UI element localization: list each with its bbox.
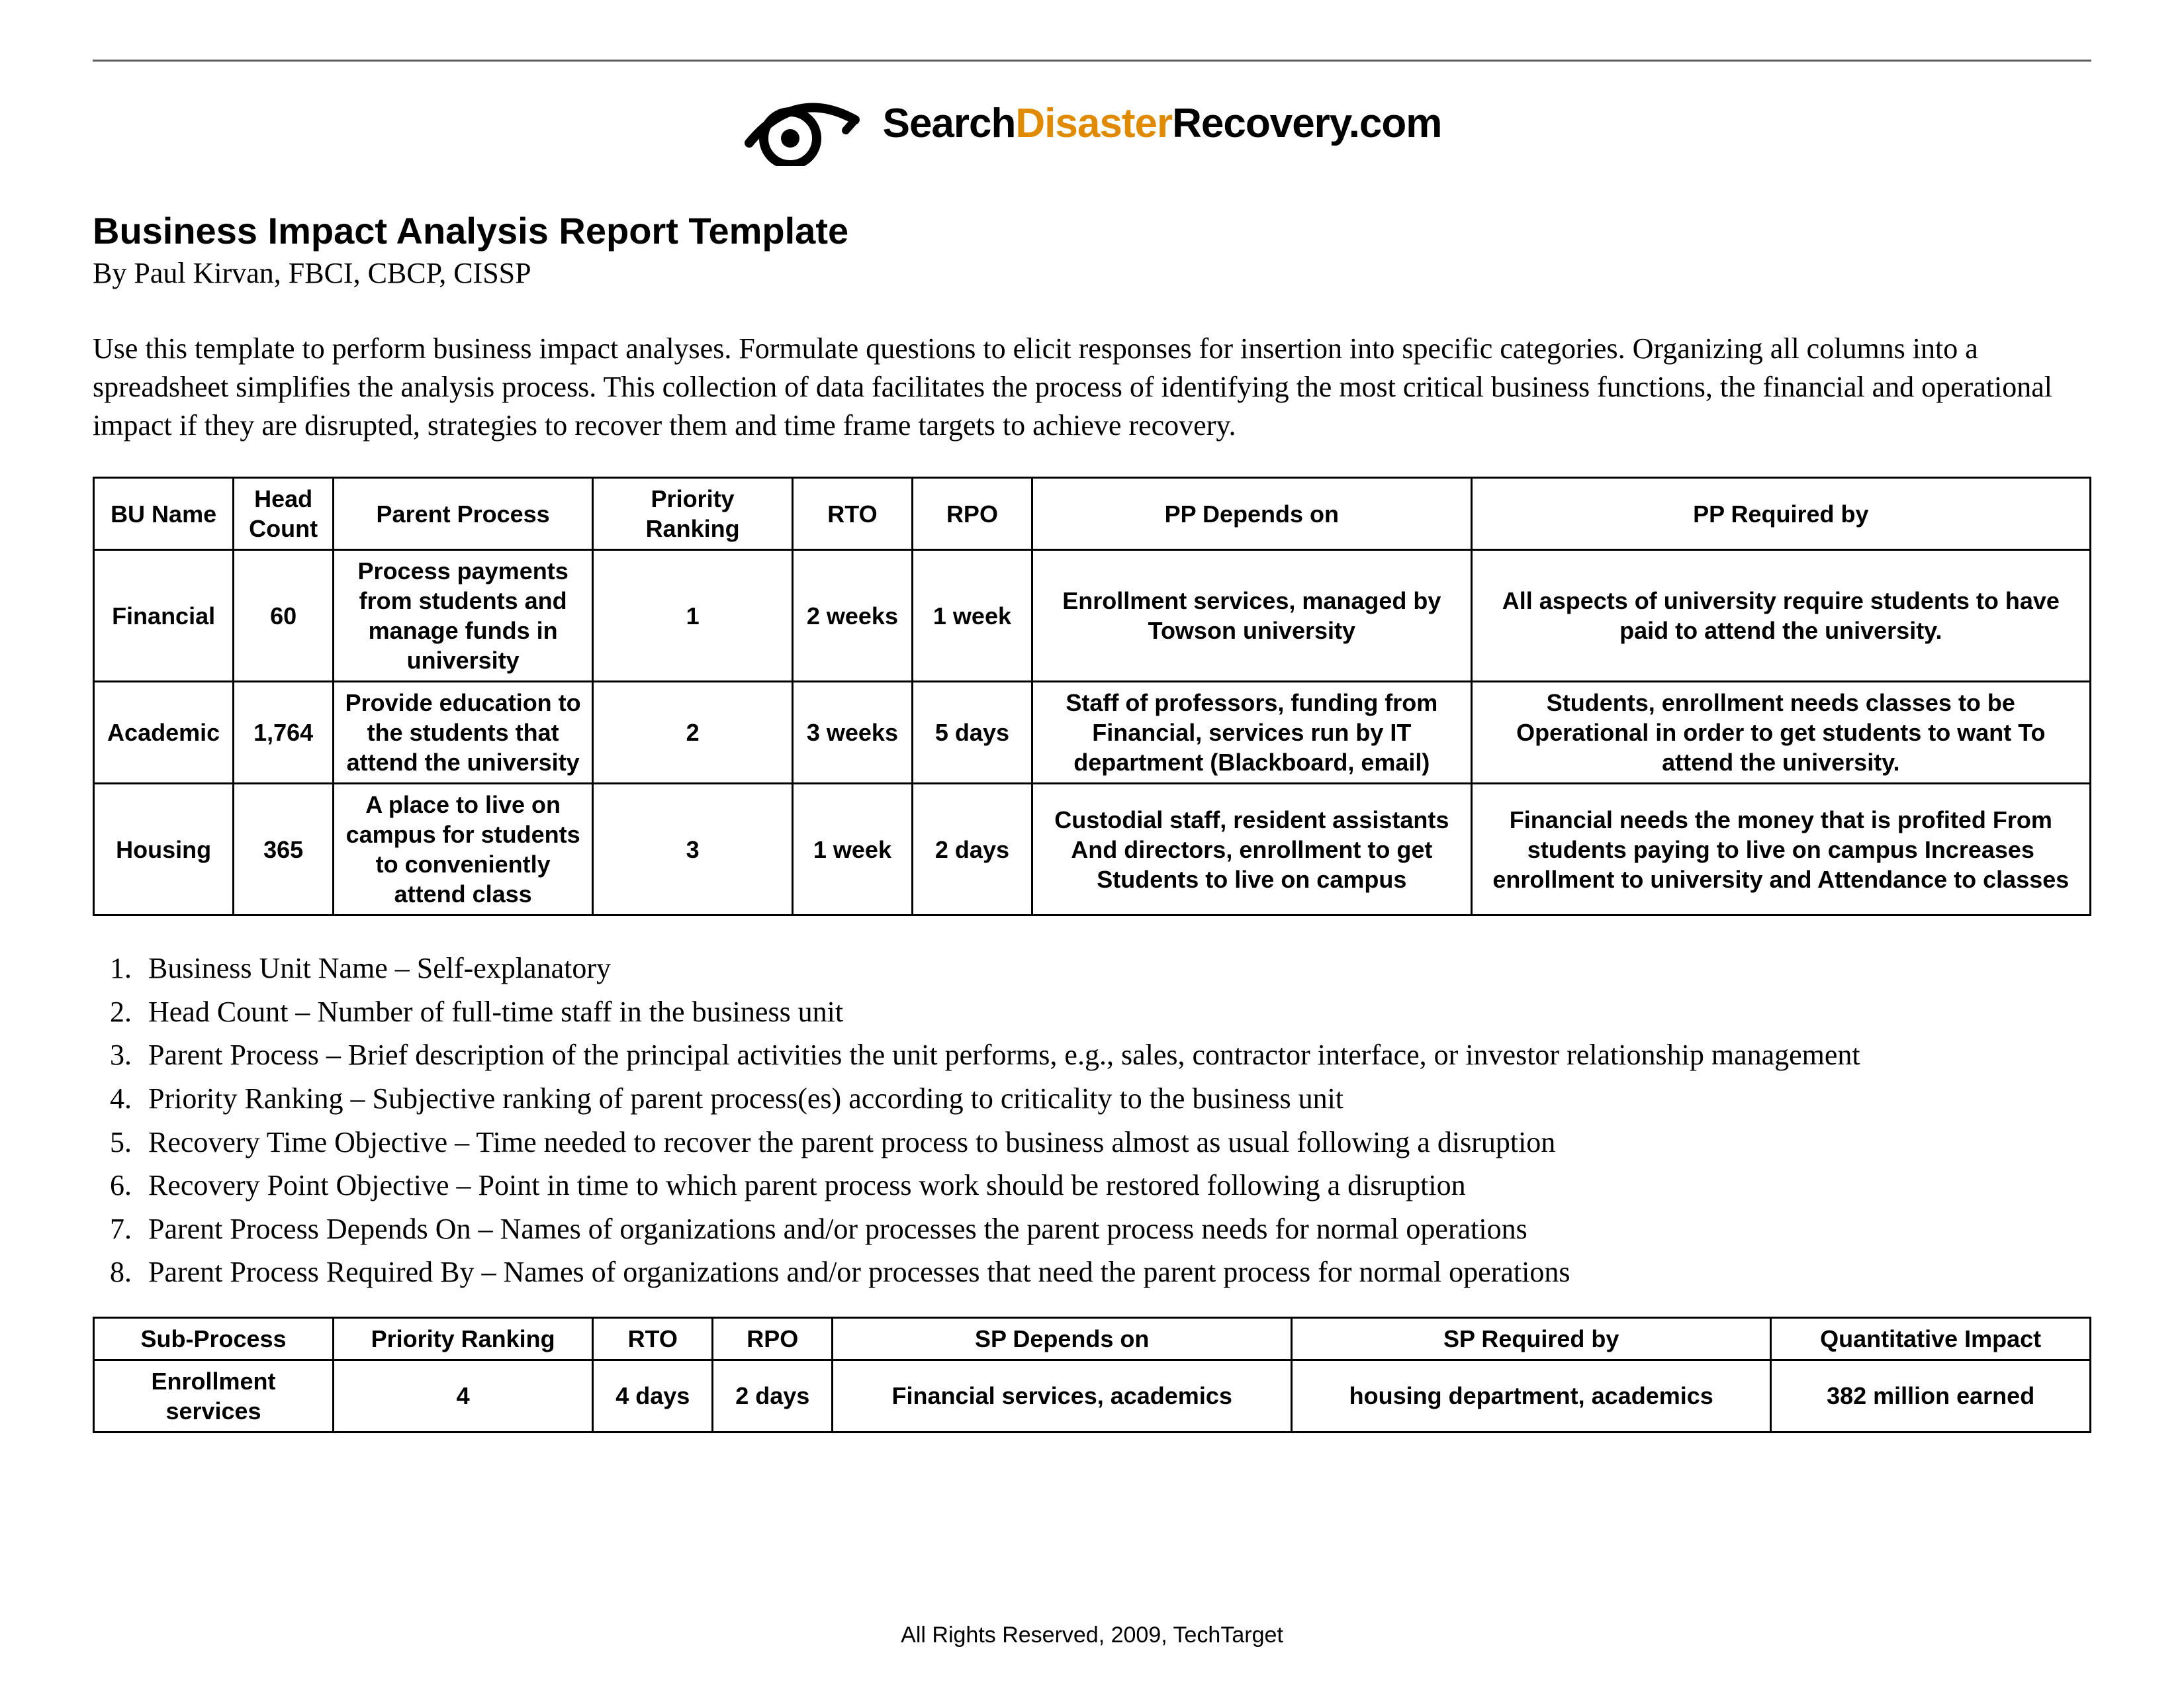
site-logo: SearchDisasterRecovery.com	[743, 80, 1442, 166]
cell-dep: Custodial staff, resident assistants And…	[1032, 784, 1471, 915]
logo-word-1: Search	[883, 101, 1016, 146]
page-title: Business Impact Analysis Report Template	[93, 209, 2091, 252]
intro-paragraph: Use this template to perform business im…	[93, 330, 2091, 445]
th-parent-process: Parent Process	[334, 478, 593, 550]
cell-pr: 4	[334, 1360, 593, 1432]
logo-container: SearchDisasterRecovery.com	[93, 80, 2091, 169]
th-sp-required-by: SP Required by	[1292, 1317, 1771, 1360]
sub-table: Sub-Process Priority Ranking RTO RPO SP …	[93, 1317, 2091, 1433]
th-bu-name: BU Name	[94, 478, 234, 550]
cell-rpo: 1 week	[912, 550, 1032, 682]
footer-text: All Rights Reserved, 2009, TechTarget	[0, 1622, 2184, 1648]
cell-dep: Enrollment services, managed by Towson u…	[1032, 550, 1471, 682]
main-table-header-row: BU Name Head Count Parent Process Priori…	[94, 478, 2091, 550]
list-item: Recovery Point Objective – Point in time…	[139, 1165, 2091, 1206]
th-rpo: RPO	[713, 1317, 833, 1360]
table-row: Housing 365 A place to live on campus fo…	[94, 784, 2091, 915]
main-table: BU Name Head Count Parent Process Priori…	[93, 477, 2091, 916]
cell-pr: 2	[593, 682, 793, 784]
list-item: Priority Ranking – Subjective ranking of…	[139, 1078, 2091, 1119]
eye-icon	[743, 80, 868, 166]
cell-bu: Housing	[94, 784, 234, 915]
sub-table-header-row: Sub-Process Priority Ranking RTO RPO SP …	[94, 1317, 2091, 1360]
list-item: Parent Process Depends On – Names of org…	[139, 1209, 2091, 1250]
cell-sp: Enrollment services	[94, 1360, 334, 1432]
cell-qi: 382 million earned	[1771, 1360, 2091, 1432]
list-item: Recovery Time Objective – Time needed to…	[139, 1122, 2091, 1163]
th-rto: RTO	[593, 1317, 713, 1360]
th-head-count: Head Count	[234, 478, 334, 550]
table-row: Financial 60 Process payments from stude…	[94, 550, 2091, 682]
th-sp-depends-on: SP Depends on	[833, 1317, 1292, 1360]
list-item: Parent Process Required By – Names of or…	[139, 1252, 2091, 1293]
cell-req: housing department, academics	[1292, 1360, 1771, 1432]
list-item: Parent Process – Brief description of th…	[139, 1035, 2091, 1076]
cell-rto: 3 weeks	[792, 682, 912, 784]
cell-hc: 1,764	[234, 682, 334, 784]
table-row: Academic 1,764 Provide education to the …	[94, 682, 2091, 784]
cell-pr: 1	[593, 550, 793, 682]
cell-rto: 4 days	[593, 1360, 713, 1432]
cell-rto: 2 weeks	[792, 550, 912, 682]
cell-rpo: 5 days	[912, 682, 1032, 784]
th-pp-required-by: PP Required by	[1471, 478, 2090, 550]
cell-hc: 60	[234, 550, 334, 682]
cell-bu: Academic	[94, 682, 234, 784]
cell-rto: 1 week	[792, 784, 912, 915]
th-sub-process: Sub-Process	[94, 1317, 334, 1360]
cell-dep: Financial services, academics	[833, 1360, 1292, 1432]
cell-pp: Process payments from students and manag…	[334, 550, 593, 682]
list-item: Business Unit Name – Self-explanatory	[139, 948, 2091, 989]
cell-req: All aspects of university require studen…	[1471, 550, 2090, 682]
cell-bu: Financial	[94, 550, 234, 682]
th-quantitative-impact: Quantitative Impact	[1771, 1317, 2091, 1360]
th-priority-ranking: Priority Ranking	[334, 1317, 593, 1360]
definitions-list: Business Unit Name – Self-explanatory He…	[93, 948, 2091, 1293]
cell-dep: Staff of professors, funding from Financ…	[1032, 682, 1471, 784]
cell-rpo: 2 days	[713, 1360, 833, 1432]
list-item: Head Count – Number of full-time staff i…	[139, 992, 2091, 1033]
th-rpo: RPO	[912, 478, 1032, 550]
cell-rpo: 2 days	[912, 784, 1032, 915]
logo-word-3: Recovery.com	[1172, 101, 1441, 146]
cell-req: Students, enrollment needs classes to be…	[1471, 682, 2090, 784]
cell-hc: 365	[234, 784, 334, 915]
cell-pp: A place to live on campus for students t…	[334, 784, 593, 915]
cell-pp: Provide education to the students that a…	[334, 682, 593, 784]
logo-text: SearchDisasterRecovery.com	[883, 100, 1442, 147]
cell-pr: 3	[593, 784, 793, 915]
top-rule	[93, 60, 2091, 62]
document-page: SearchDisasterRecovery.com Business Impa…	[0, 0, 2184, 1688]
byline: By Paul Kirvan, FBCI, CBCP, CISSP	[93, 256, 2091, 290]
th-pp-depends-on: PP Depends on	[1032, 478, 1471, 550]
th-rto: RTO	[792, 478, 912, 550]
th-priority-ranking: Priority Ranking	[593, 478, 793, 550]
table-row: Enrollment services 4 4 days 2 days Fina…	[94, 1360, 2091, 1432]
logo-word-2: Disaster	[1015, 101, 1172, 146]
cell-req: Financial needs the money that is profit…	[1471, 784, 2090, 915]
